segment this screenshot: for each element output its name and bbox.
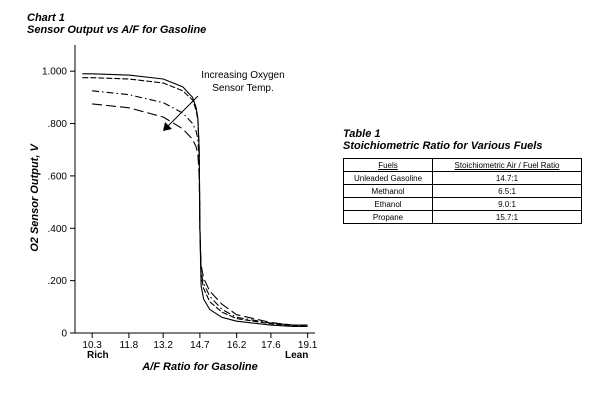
x-tick-label: 10.3 bbox=[82, 340, 102, 351]
table-row: Propane 15.7:1 bbox=[343, 210, 582, 224]
x-tick-label: 16.2 bbox=[227, 340, 247, 351]
annotation-arrow-shaft bbox=[165, 95, 199, 129]
series-line-3 bbox=[92, 90, 308, 326]
y-axis-label: O2 Sensor Output, V bbox=[29, 143, 41, 252]
x-tick-label: 13.2 bbox=[153, 340, 173, 351]
rich-label: Rich bbox=[87, 350, 109, 361]
fuel-ratio: 14.7:1 bbox=[432, 171, 582, 185]
chart-number: Chart 1 bbox=[27, 12, 65, 24]
y-tick-label: .200 bbox=[48, 276, 68, 287]
fuel-ratio: 15.7:1 bbox=[432, 210, 582, 224]
y-tick-label: .400 bbox=[48, 224, 68, 235]
stoichiometric-table: Fuels Stoichiometric Air / Fuel Ratio Un… bbox=[343, 158, 582, 224]
series bbox=[82, 73, 308, 328]
x-tick-label: 11.8 bbox=[120, 340, 139, 351]
table-row: Unleaded Gasoline 14.7:1 bbox=[343, 171, 582, 185]
fuel-name: Ethanol bbox=[343, 197, 433, 211]
fuel-ratio: 6.5:1 bbox=[432, 184, 582, 198]
annotation-arrowhead bbox=[163, 122, 172, 131]
fuel-name: Unleaded Gasoline bbox=[343, 171, 433, 185]
y-tick-label: 0 bbox=[61, 329, 67, 340]
ratio-header: Stoichiometric Air / Fuel Ratio bbox=[432, 158, 582, 172]
chart-caption: Chart 1 Sensor Output vs A/F for Gasolin… bbox=[27, 12, 206, 36]
fuels-header: Fuels bbox=[343, 158, 433, 172]
chart-title: Sensor Output vs A/F for Gasoline bbox=[27, 24, 207, 36]
y-tick-label: .800 bbox=[48, 119, 68, 130]
table-header-row: Fuels Stoichiometric Air / Fuel Ratio bbox=[343, 158, 582, 172]
x-tick-label: 17.6 bbox=[261, 340, 281, 351]
series-line-1 bbox=[82, 73, 308, 328]
fuel-ratio: 9.0:1 bbox=[432, 197, 582, 211]
x-tick-label: 14.7 bbox=[190, 340, 210, 351]
table-row: Ethanol 9.0:1 bbox=[343, 197, 582, 211]
fuel-name: Methanol bbox=[343, 184, 433, 198]
table-title: Stoichiometric Ratio for Various Fuels bbox=[343, 140, 543, 152]
table-number: Table 1 bbox=[343, 128, 381, 140]
x-axis-label: A/F Ratio for Gasoline bbox=[141, 361, 258, 373]
table-row: Methanol 6.5:1 bbox=[343, 184, 582, 198]
y-tick-label: .600 bbox=[48, 171, 68, 182]
ticks: 0 .200 .400 .600 .800 1.000 10.3 11.8 13.2 14.7 16… bbox=[42, 67, 318, 351]
fuel-name: Propane bbox=[343, 210, 433, 224]
series-line-4 bbox=[92, 103, 308, 326]
annotation-line-2: Sensor Temp. bbox=[212, 83, 274, 94]
annotation-line-1: Increasing Oxygen bbox=[201, 70, 284, 81]
y-tick-label: 1.000 bbox=[42, 67, 67, 78]
series-line-2 bbox=[82, 77, 308, 327]
lean-label: Lean bbox=[285, 350, 308, 361]
x-tick-label: 19.1 bbox=[298, 340, 318, 351]
table-caption: Table 1 Stoichiometric Ratio for Various… bbox=[343, 128, 542, 152]
